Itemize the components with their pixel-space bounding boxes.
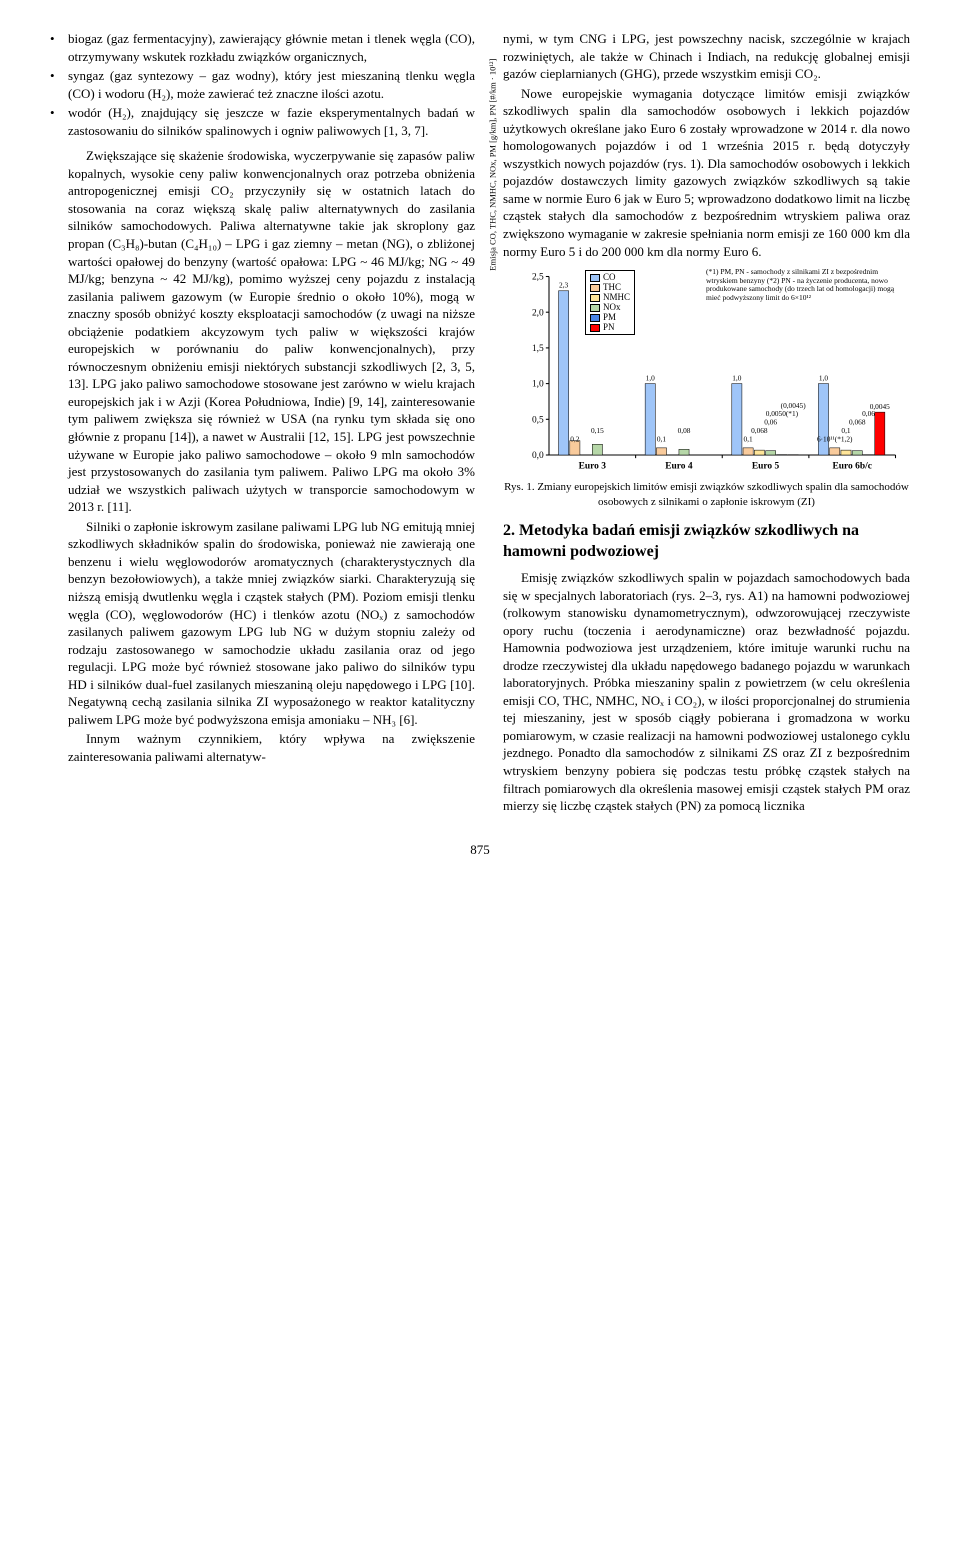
svg-text:1,5: 1,5 xyxy=(532,344,544,354)
svg-text:0,06: 0,06 xyxy=(764,418,777,427)
svg-text:0,2: 0,2 xyxy=(570,434,579,443)
chart-y-axis-label: Emisja CO, THC, NMHC, NOx, PM [g/km], PN… xyxy=(487,59,498,271)
left-column: biogaz (gaz fermentacyjny), zawierający … xyxy=(50,30,475,817)
svg-text:1,0: 1,0 xyxy=(532,380,544,390)
paragraph: Innym ważnym czynnikiem, który wpływa na… xyxy=(68,730,475,765)
figure-caption: Rys. 1. Zmiany europejskich limitów emis… xyxy=(503,480,910,510)
svg-text:0,1: 0,1 xyxy=(744,434,753,443)
bullet-item: biogaz (gaz fermentacyjny), zawierający … xyxy=(50,30,475,65)
chart-figure: Emisja CO, THC, NMHC, NOx, PM [g/km], PN… xyxy=(503,266,910,476)
svg-text:Euro 5: Euro 5 xyxy=(752,462,780,472)
bullet-item: syngaz (gaz syntezowy – gaz wodny), któr… xyxy=(50,67,475,102)
chart-legend: COTHCNMHCNOxPMPN xyxy=(585,270,635,335)
svg-text:0,068: 0,068 xyxy=(751,426,768,435)
svg-text:Euro 6b/c: Euro 6b/c xyxy=(832,462,871,472)
paragraph: Silniki o zapłonie iskrowym zasilane pal… xyxy=(68,518,475,729)
svg-text:1,0: 1,0 xyxy=(819,374,828,383)
svg-text:0,15: 0,15 xyxy=(591,426,604,435)
right-column: nymi, w tym CNG i LPG, jest powszechny n… xyxy=(503,30,910,817)
paragraph: Zwiększające się skażenie środowiska, wy… xyxy=(68,147,475,515)
bullet-list: biogaz (gaz fermentacyjny), zawierający … xyxy=(68,30,475,139)
paragraph: Nowe europejskie wymagania dotyczące lim… xyxy=(503,85,910,260)
svg-text:1,0: 1,0 xyxy=(732,374,741,383)
svg-text:0,08: 0,08 xyxy=(678,426,691,435)
svg-text:0,0045: 0,0045 xyxy=(870,402,890,411)
svg-text:Euro 4: Euro 4 xyxy=(665,462,693,472)
chart-note: (*1) PM, PN - samochody z silnikami ZI z… xyxy=(706,268,906,303)
svg-text:0,0050(*1): 0,0050(*1) xyxy=(766,409,799,418)
svg-text:0,5: 0,5 xyxy=(532,416,544,426)
svg-text:2,5: 2,5 xyxy=(532,273,544,283)
svg-text:(0,0045): (0,0045) xyxy=(781,401,807,410)
paragraph: nymi, w tym CNG i LPG, jest powszechny n… xyxy=(503,30,910,83)
bullet-item: wodór (H₂), znajdujący się jeszcze w faz… xyxy=(50,104,475,139)
svg-text:0,0: 0,0 xyxy=(532,451,544,461)
legend-item: PN xyxy=(590,323,630,333)
svg-text:1,0: 1,0 xyxy=(646,374,655,383)
svg-text:Euro 3: Euro 3 xyxy=(579,462,607,472)
svg-text:6·10¹¹(*1,2): 6·10¹¹(*1,2) xyxy=(817,434,853,443)
svg-text:0,068: 0,068 xyxy=(849,418,866,427)
section-heading: 2. Metodyka badań emisji związków szkodl… xyxy=(503,520,910,563)
svg-text:0,1: 0,1 xyxy=(657,434,666,443)
svg-text:2,3: 2,3 xyxy=(559,281,568,290)
page-number: 875 xyxy=(50,841,910,859)
svg-text:2,0: 2,0 xyxy=(532,308,544,318)
svg-text:0,1: 0,1 xyxy=(841,426,850,435)
paragraph: Emisję związków szkodliwych spalin w poj… xyxy=(503,569,910,815)
